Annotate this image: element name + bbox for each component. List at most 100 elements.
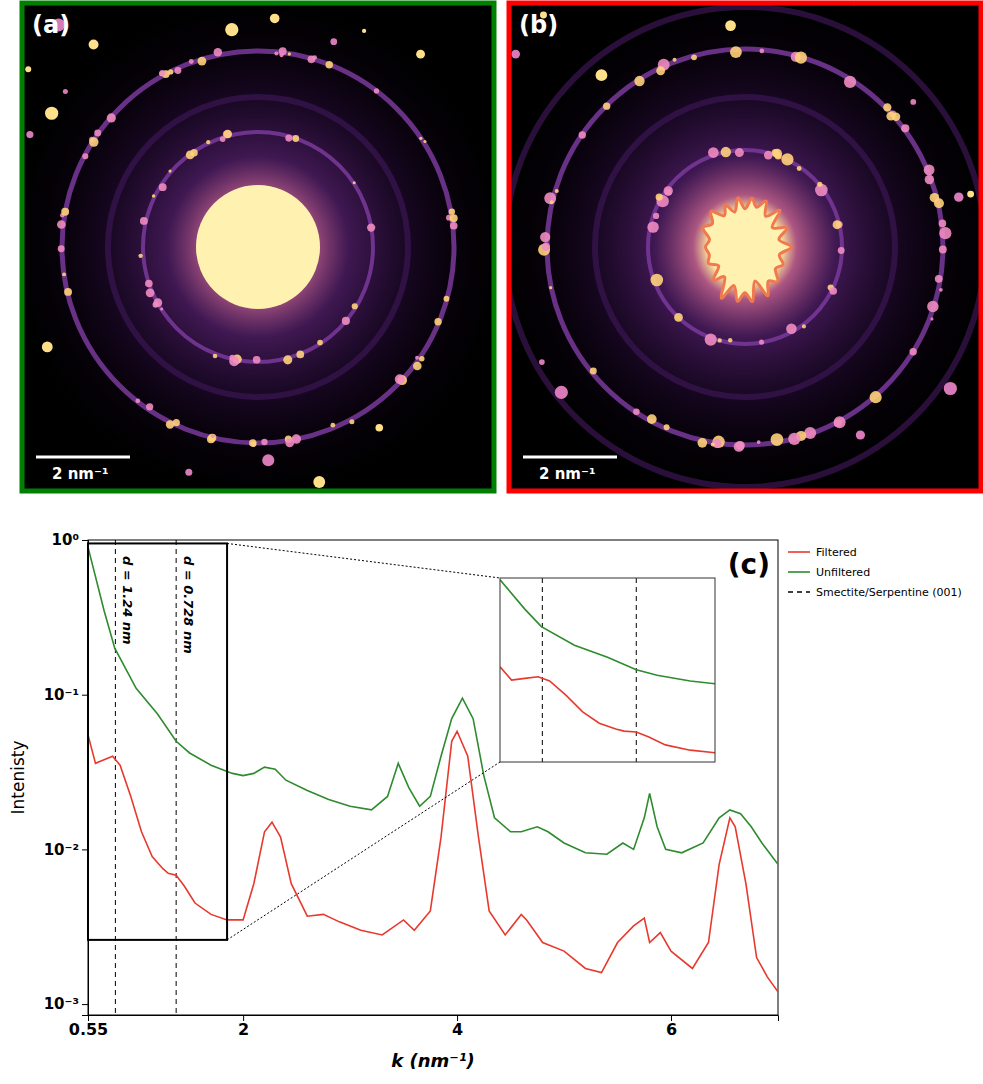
central-halo [22, 3, 494, 491]
ring-spot [280, 53, 284, 57]
ring-spot [423, 140, 426, 143]
y-tick: 10⁻² [44, 841, 88, 859]
ring-spot [633, 408, 640, 415]
ring-spot [285, 135, 292, 142]
ring-spot [697, 438, 707, 448]
ring-spot [550, 200, 554, 204]
ring-spot [213, 354, 218, 359]
stray-spot [45, 107, 58, 120]
y-tick: 10⁻³ [44, 995, 88, 1013]
inset-frame [500, 578, 715, 762]
ring-spot [590, 368, 597, 375]
stray-spot [362, 29, 366, 33]
ring-spot [308, 55, 316, 63]
ring-spot [64, 288, 72, 296]
y-tick-mark [82, 540, 88, 541]
ring-spot [730, 46, 742, 58]
reference-line-label: d = 0.728 nm [181, 556, 196, 654]
ring-spot [211, 435, 214, 438]
ring-spot [229, 356, 239, 366]
ring-spot [159, 70, 165, 76]
diffraction-ring [648, 150, 842, 344]
legend-label: Unfiltered [816, 566, 870, 579]
ring-spot [939, 288, 943, 292]
ring-spot [844, 76, 856, 88]
ring-spot [757, 440, 761, 444]
x-tick: 2 [238, 1015, 249, 1039]
stray-spot [725, 20, 736, 31]
ring-spot [173, 419, 180, 426]
ring-spot [449, 208, 455, 214]
reference-line-label: d = 1.24 nm [120, 556, 135, 645]
central-halo [509, 3, 981, 491]
x-tick: 0.55 [69, 1015, 108, 1039]
ring-spot [450, 222, 458, 230]
ring-spot [721, 147, 731, 157]
ring-spot [168, 69, 173, 74]
ring-spot [924, 165, 935, 176]
y-tick-mark [82, 1004, 88, 1005]
plot-frame [88, 540, 778, 1015]
y-axis-title: Intenisty [8, 741, 28, 815]
y-tick-label: 10⁻² [44, 841, 79, 859]
stray-spot [185, 469, 192, 476]
ring-spot [330, 423, 335, 428]
ring-spot [138, 254, 142, 258]
reference-line [176, 540, 177, 1015]
stray-spot [313, 476, 325, 488]
ring-spot [207, 435, 215, 443]
ring-spot [817, 182, 822, 187]
ring-spot [296, 351, 304, 359]
x-tick-label: 6 [666, 1020, 677, 1039]
panel-label: (c) [728, 548, 770, 581]
stray-spot [511, 50, 520, 59]
central-beam [703, 198, 792, 302]
ring-spot [395, 374, 405, 384]
ring-spot [925, 175, 934, 184]
stray-spot [910, 99, 916, 105]
ring-spot [870, 391, 882, 403]
stray-spot [26, 131, 33, 138]
faint-ring [509, 7, 981, 487]
ring-spot [674, 313, 683, 322]
ring-spot [152, 194, 156, 198]
ring-spot [220, 136, 226, 142]
x-axis-title: k (nm⁻¹) [391, 1050, 475, 1071]
legend-swatch [788, 591, 810, 593]
ring-spot [930, 317, 933, 320]
scale-bar [36, 456, 130, 459]
stray-spot [555, 386, 568, 399]
stray-spot [330, 38, 337, 45]
ring-spot [781, 153, 793, 165]
ring-spot [718, 338, 722, 342]
ring-spot [89, 137, 99, 147]
legend-label: Smectite/Serpentine (001) [816, 586, 962, 599]
reference-line [115, 540, 116, 1015]
panel-label: (a) [32, 11, 70, 39]
scale-bar-label: 2 nm⁻¹ [539, 465, 595, 483]
ring-spot [656, 66, 665, 75]
legend-label: Filtered [816, 546, 857, 559]
ring-spot [735, 148, 744, 157]
ring-spot [367, 223, 375, 231]
ring-spot [579, 131, 586, 138]
ring-spot [223, 130, 232, 139]
ring-spot [140, 217, 148, 225]
scale-bar [523, 456, 617, 459]
x-tick-label: 0.55 [69, 1020, 108, 1039]
ring-spot [935, 275, 943, 283]
x-tick-label: 4 [452, 1020, 463, 1039]
ring-spot [708, 147, 719, 158]
ring-spot [419, 137, 422, 140]
ring-spot [664, 186, 673, 195]
ring-spot [736, 441, 745, 450]
ring-spot [145, 280, 153, 288]
y-tick-label: 10⁻³ [44, 995, 79, 1013]
ring-spot [939, 220, 947, 228]
ring-spot [274, 51, 278, 55]
ring-spot [159, 71, 164, 76]
stray-spot [954, 192, 963, 201]
ring-spot [834, 416, 846, 428]
series-line [88, 731, 778, 992]
ring-spot [353, 181, 356, 184]
